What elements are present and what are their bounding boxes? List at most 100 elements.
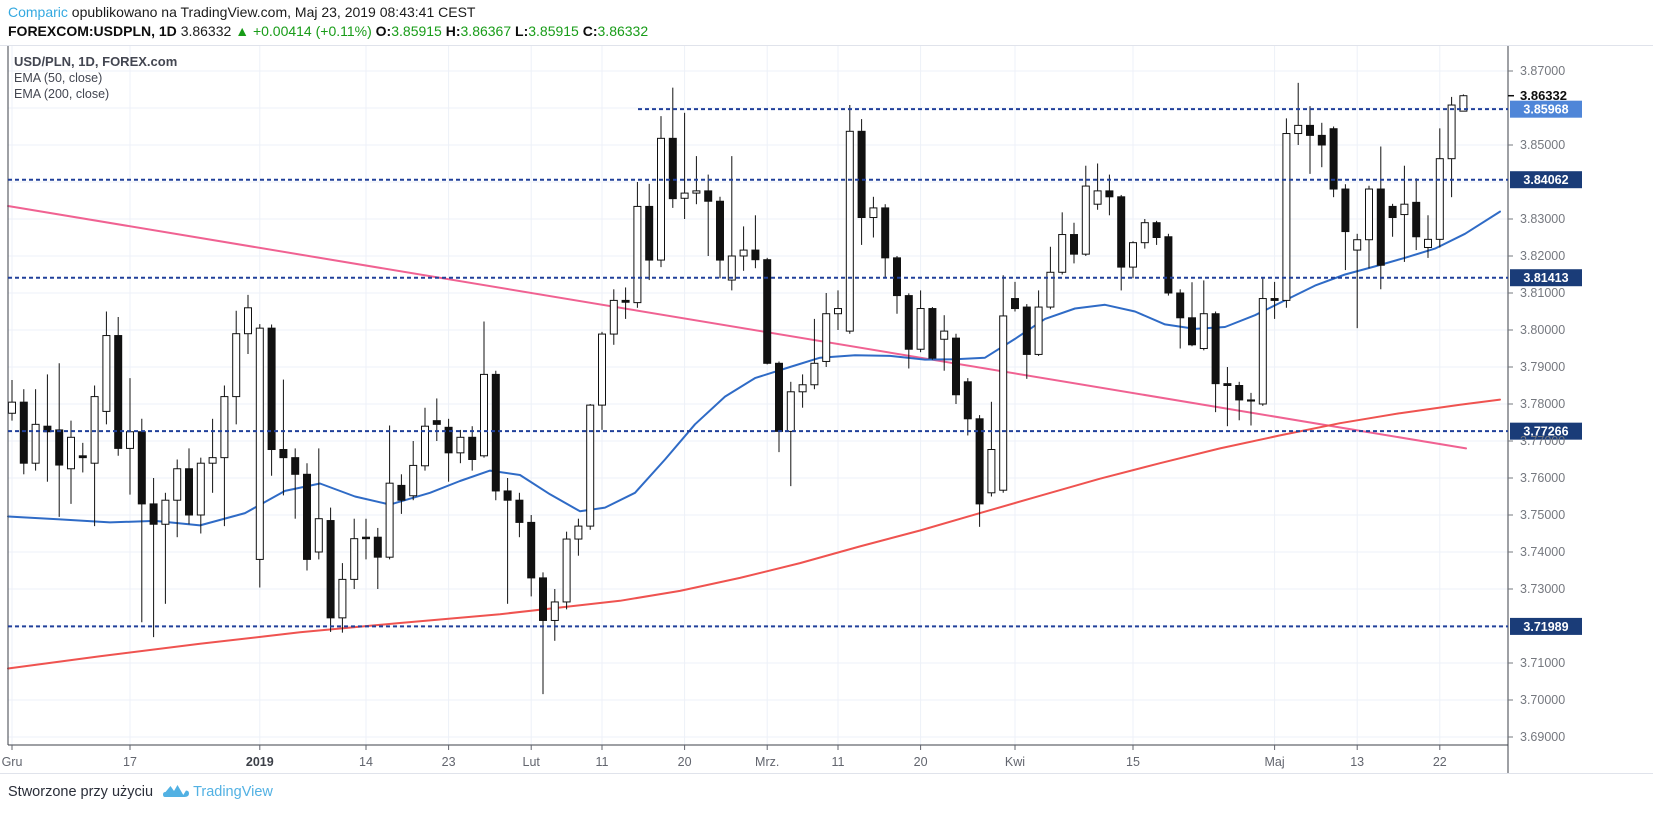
candle (668, 87, 677, 208)
candle-body (303, 473, 311, 560)
candle (1412, 178, 1421, 251)
y-axis-label: 3.78000 (1520, 397, 1565, 411)
candle-body (456, 436, 465, 454)
legend-ema50[interactable]: EMA (50, close) (14, 71, 103, 85)
tradingview-brand-link[interactable]: TradingView (193, 784, 273, 800)
candle (1011, 281, 1019, 312)
candle (904, 293, 913, 369)
price-line[interactable]: 3.85968 (638, 100, 1582, 118)
candle (550, 589, 559, 641)
price-line[interactable]: 3.84062 (8, 171, 1582, 189)
candle (822, 293, 831, 367)
candle (1164, 233, 1173, 296)
candle (362, 518, 370, 560)
candle (940, 315, 949, 371)
candle (716, 196, 724, 279)
candle (810, 318, 819, 390)
candle-body (1353, 239, 1362, 251)
candle-body (1034, 306, 1043, 355)
candle-body (1081, 185, 1090, 255)
candle-body (716, 200, 724, 261)
candle-body (1211, 313, 1220, 385)
price-line-badge-value: 3.84062 (1523, 173, 1568, 187)
symbol-line: FOREXCOM:USDPLN, 1D 3.86332 ▲ +0.00414 (… (8, 22, 648, 41)
price-line-badge-value: 3.81413 (1523, 271, 1568, 285)
candle (621, 287, 630, 319)
candle (1376, 146, 1385, 290)
candle (1388, 203, 1397, 237)
chart-widget[interactable]: USD/PLN, 1D, FOREX.com EMA (50, close) E… (0, 45, 1653, 774)
x-axis-label: Lut (523, 755, 541, 769)
candle (751, 215, 760, 269)
candle (114, 317, 123, 456)
candle (704, 174, 713, 256)
candle (314, 448, 323, 560)
candle (397, 474, 406, 514)
price-line[interactable]: 3.71989 (8, 617, 1582, 635)
y-axis-label: 3.76000 (1520, 471, 1565, 485)
candle-body (1199, 313, 1208, 349)
candle-body (1282, 133, 1291, 301)
x-axis-label: Mrz. (755, 755, 779, 769)
x-axis-label: 13 (1350, 755, 1364, 769)
price-line-badge-value: 3.77266 (1523, 425, 1568, 439)
price-line-badge (1510, 171, 1582, 189)
chart-header: Comparic opublikowano na TradingView.com… (8, 3, 648, 41)
candle-body (90, 396, 99, 464)
candle (1235, 381, 1244, 421)
candle (574, 518, 583, 556)
price-line[interactable]: 3.81413 (8, 269, 1582, 287)
candle-body (397, 484, 406, 501)
candle (1270, 281, 1279, 319)
candle (1140, 219, 1149, 249)
legend-ema200[interactable]: EMA (200, close) (14, 87, 110, 101)
candle (916, 290, 925, 353)
candle-body (1317, 134, 1326, 146)
candle-body (1164, 236, 1173, 294)
price-line-badge (1510, 269, 1582, 287)
publisher-link[interactable]: Comparic (8, 4, 68, 20)
candle (1247, 392, 1255, 426)
price-line-badge-value: 3.85968 (1523, 103, 1568, 117)
candle-body (739, 249, 748, 257)
price-line[interactable]: 3.77266 (8, 422, 1582, 440)
legend-symbol-title[interactable]: USD/PLN, 1D, FOREX.com (14, 54, 178, 69)
candle (527, 515, 536, 597)
time-axis[interactable]: Gru 17 2019 14 23 Lut 11 20 Mrz. 11 20 Kwi 15 Maj 13 22 (2, 745, 1447, 769)
candle (326, 507, 335, 632)
candle-body (1176, 292, 1185, 319)
candle (1046, 246, 1055, 310)
candle-body (857, 130, 866, 219)
y-axis-label: 3.75000 (1520, 508, 1565, 522)
chart-legend: USD/PLN, 1D, FOREX.com EMA (50, close) E… (14, 53, 177, 102)
ema200-line (7, 398, 1501, 670)
candle-body (1223, 383, 1232, 386)
candle-body (409, 464, 418, 497)
candle-body (67, 436, 75, 470)
price-axis[interactable]: 3.87000 3.85000 3.83000 3.82000 3.81000 3.800… (1508, 64, 1565, 744)
candle (845, 105, 854, 334)
candle (1365, 185, 1373, 269)
candle (539, 572, 547, 695)
candle-body (751, 249, 760, 261)
y-axis-label: 3.80000 (1520, 323, 1565, 337)
candle (1093, 163, 1102, 210)
candle-body (1117, 196, 1126, 268)
candle-body (1447, 104, 1456, 160)
candle-body (586, 404, 595, 527)
x-axis-label: 11 (832, 755, 845, 769)
candle (8, 379, 16, 421)
publish-info: opublikowano na TradingView.com, Maj 23,… (67, 4, 476, 20)
x-axis-label: 23 (442, 755, 456, 769)
candle (1306, 106, 1314, 174)
close-label: C: (582, 23, 598, 39)
candle-body (1459, 95, 1468, 112)
candle (975, 415, 984, 527)
symbol-name[interactable]: FOREXCOM:USDPLN, 1D (8, 23, 177, 39)
candle (928, 307, 937, 360)
candlestick-chart-canvas[interactable]: 3.85968 3.84062 3.81413 3.77266 3.719893.870… (0, 46, 1653, 773)
candle (999, 275, 1008, 493)
candle-body (149, 503, 158, 525)
candle (727, 156, 736, 291)
y-axis-label: 3.70000 (1520, 693, 1565, 707)
